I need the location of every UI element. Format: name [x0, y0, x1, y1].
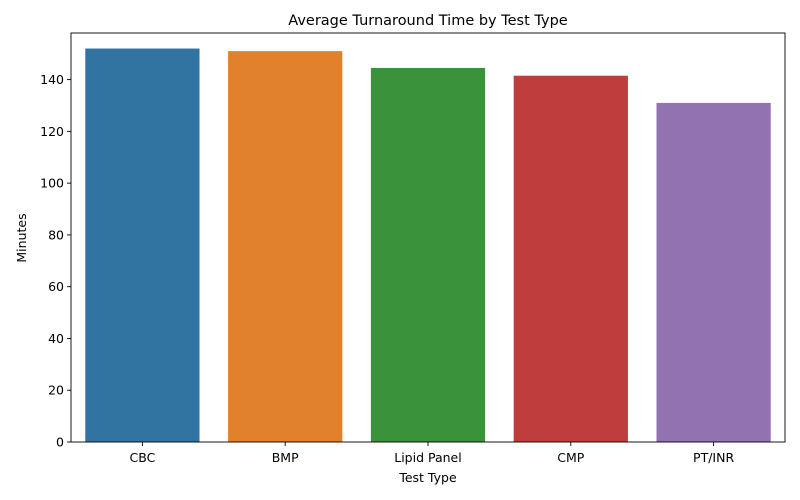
y-tick-label: 100	[40, 176, 64, 191]
bar-cbc	[85, 48, 200, 442]
x-tick-label: Lipid Panel	[394, 450, 461, 465]
y-axis-ticks: 0 20 40 60 80 100 120 140	[40, 72, 71, 450]
plot-frame	[70, 32, 786, 443]
y-axis-label: Minutes	[14, 213, 29, 262]
bar-pt-inr	[656, 102, 771, 443]
x-tick-label: PT/INR	[693, 450, 734, 465]
y-tick-label: 120	[40, 124, 64, 139]
chart-title: Average Turnaround Time by Test Type	[288, 13, 568, 29]
y-tick-label: 0	[56, 435, 64, 450]
x-axis-label: Test Type	[398, 470, 457, 485]
bar-cmp	[513, 75, 628, 442]
x-tick-label: CMP	[557, 450, 585, 465]
y-tick-label: 140	[40, 72, 64, 87]
bar-bmp	[228, 51, 343, 443]
x-axis-ticks: CBC BMP Lipid Panel CMP PT/INR	[129, 442, 734, 465]
bars-group	[85, 48, 771, 443]
y-tick-label: 60	[48, 279, 64, 294]
y-tick-label: 80	[48, 227, 64, 242]
x-tick-label: CBC	[129, 450, 155, 465]
bar-lipid-panel	[370, 67, 486, 443]
y-tick-label: 20	[48, 383, 64, 398]
x-tick-label: BMP	[272, 450, 299, 465]
y-tick-label: 40	[48, 331, 64, 346]
